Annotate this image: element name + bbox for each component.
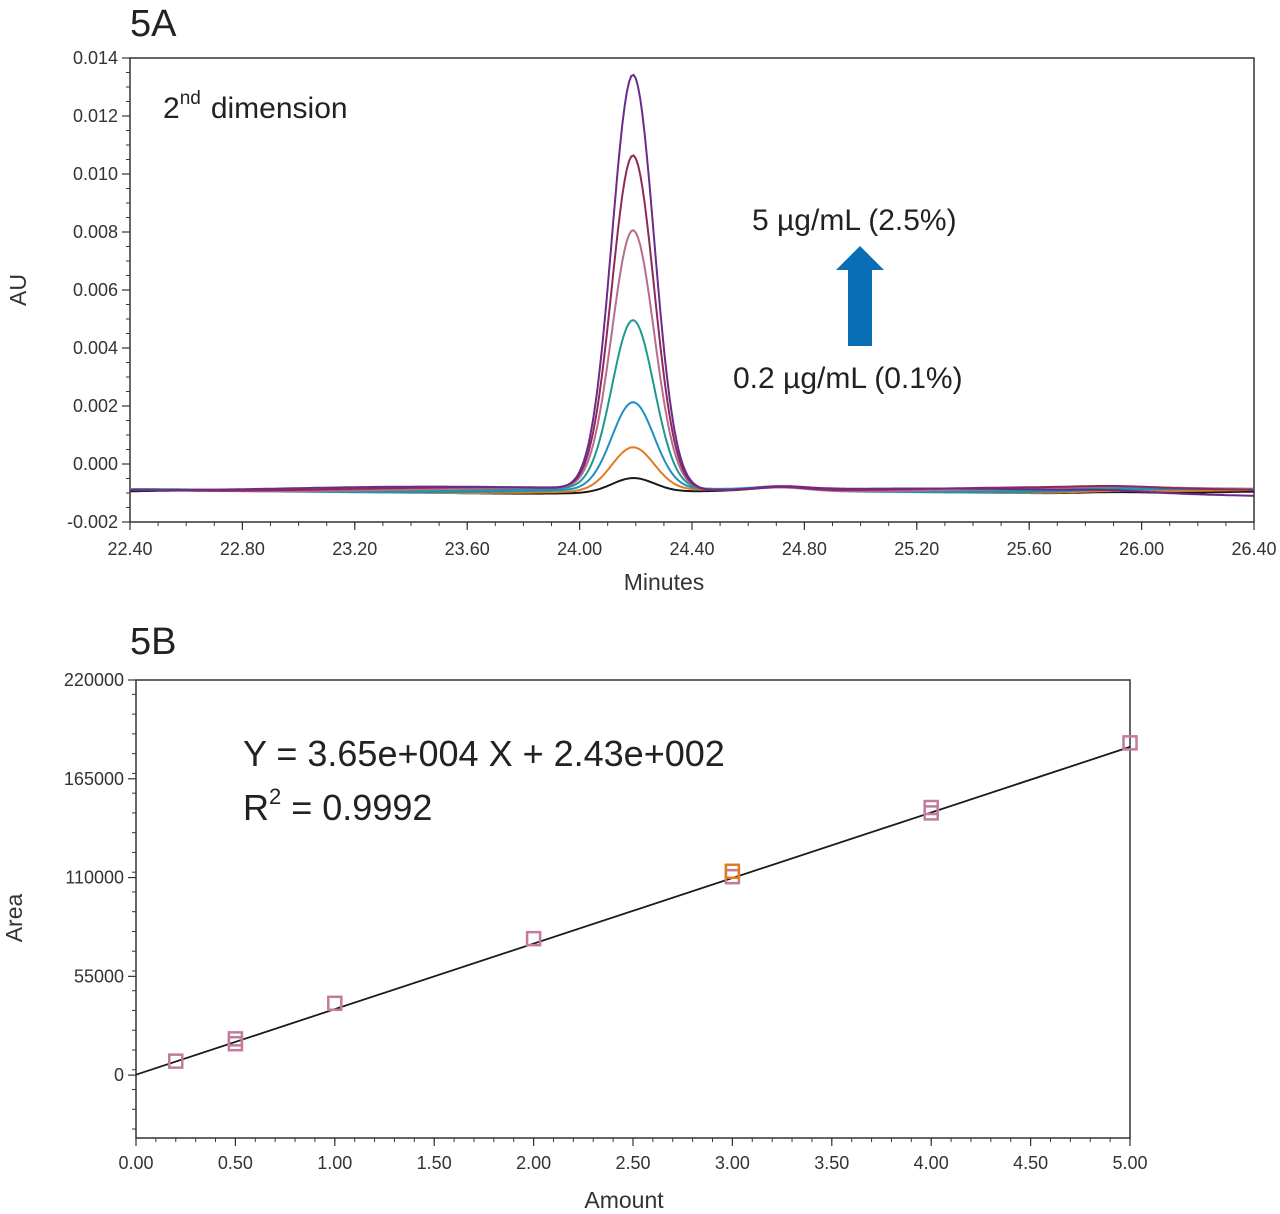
trace-series-5 [129,154,1254,492]
b-y-tick-label: 110000 [65,868,124,888]
trace-series-3 [130,319,1255,493]
a-x-tick-label: 26.00 [1119,539,1164,559]
a-y-tick-label: -0.002 [67,512,118,532]
trace-series-6 [130,73,1255,497]
data-point-0 [168,1053,184,1069]
a-y-tick-label: 0.012 [73,106,118,126]
a-y-tick-label: 0.014 [73,48,118,68]
r-squared-superscript: 2 [269,784,281,809]
panel-b-label: 5B [130,621,176,663]
b-x-tick-label: 2.00 [516,1153,551,1173]
b-x-tick-label: 0.50 [218,1153,253,1173]
panel-a-plot-area [129,57,1255,523]
a-x-tick-label: 22.80 [220,539,265,559]
data-point-9 [1122,735,1138,751]
data-point-8 [923,799,939,816]
data-point-4 [525,930,542,947]
a-x-tick-label: 24.00 [557,539,602,559]
panel-a-axes: 22.40 22.80 23.20 23.60 24.00 24.40 24.80 25.20… [67,48,1277,559]
data-point-3 [327,995,343,1012]
trace-series-4 [130,229,1254,493]
a-y-tick-label: 0.000 [73,454,118,474]
trace-series-2 [130,401,1254,494]
a-x-tick-label: 26.40 [1231,539,1276,559]
regression-line [135,746,1131,1076]
a-x-tick-label: 22.40 [107,539,152,559]
regression-equation: Y = 3.65e+004 X + 2.43e+002 [243,733,725,774]
b-x-tick-label: 4.00 [914,1153,949,1173]
a-y-tick-label: 0.006 [73,280,118,300]
panel-a-y-axis-label: AU [5,274,31,306]
a-y-tick-label: 0.008 [73,222,118,242]
b-x-tick-label: 3.00 [715,1153,750,1173]
panel-b-x-axis-label: Amount [584,1187,664,1213]
panel-b-axes: 0.00 0.50 1.00 1.50 2.00 2.50 3.00 3.50 4.00 4.50… [64,670,1148,1173]
b-x-tick-label: 0.00 [118,1153,153,1173]
b-y-tick-label: 165000 [64,769,124,789]
dimension-annotation: 2nd dimension [163,88,348,125]
a-x-tick-label: 23.20 [332,539,377,559]
dimension-word: dimension [211,92,348,125]
dimension-superscript: nd [180,88,201,109]
b-x-tick-label: 2.50 [615,1153,650,1173]
panel-a-traces [129,73,1255,497]
dimension-number: 2 [163,92,180,125]
concentration-arrow-icon [836,246,884,346]
b-y-tick-label: 55000 [74,966,124,986]
annotation-high-concentration: 5 µg/mL (2.5%) [752,204,957,237]
panel-a-label: 5A [130,3,177,45]
r-squared-value: = 0.9992 [281,787,432,828]
a-x-tick-label: 25.60 [1007,539,1052,559]
r-squared: R2 = 0.9992 [243,784,432,828]
panel-b-points [168,735,1138,1069]
a-x-tick-label: 23.60 [445,539,490,559]
a-x-tick-label: 24.80 [782,539,827,559]
data-point-6 [724,863,741,880]
b-y-tick-label: 220000 [64,670,124,690]
r-squared-letter: R [243,787,269,828]
b-x-tick-label: 1.50 [417,1153,452,1173]
panel-b-fit-line [135,746,1131,1076]
a-y-tick-label: 0.010 [73,164,118,184]
b-y-tick-label: 0 [114,1065,124,1085]
a-y-tick-label: 0.002 [73,396,118,416]
b-x-tick-label: 5.00 [1112,1153,1147,1173]
a-x-tick-label: 25.20 [894,539,939,559]
a-y-tick-label: 0.004 [73,338,118,358]
panel-a-x-axis-label: Minutes [624,569,705,595]
b-x-tick-label: 1.00 [317,1153,352,1173]
annotation-low-concentration: 0.2 µg/mL (0.1%) [733,362,963,395]
data-point-2 [227,1031,244,1047]
a-x-tick-label: 24.40 [669,539,714,559]
b-x-tick-label: 4.50 [1013,1153,1048,1173]
b-x-tick-label: 3.50 [814,1153,849,1173]
panel-b-y-axis-label: Area [1,894,27,943]
